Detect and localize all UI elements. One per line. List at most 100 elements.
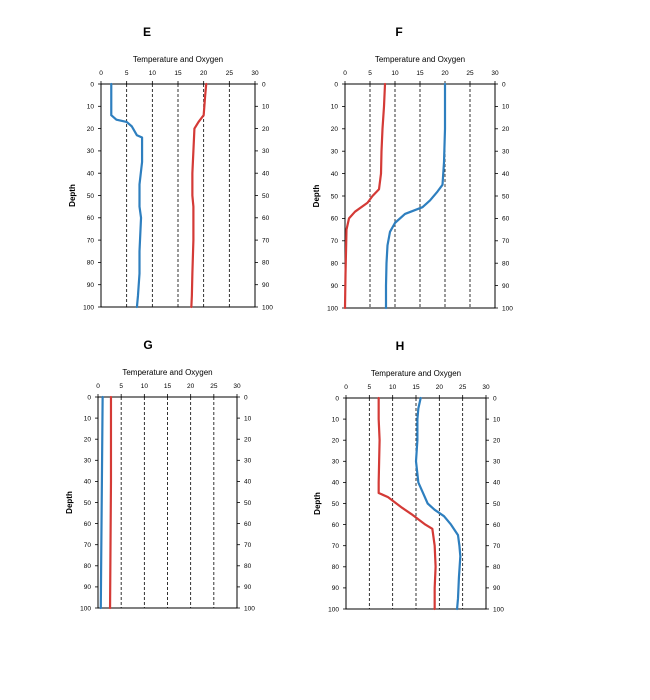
- y-tick-label-right: 80: [244, 563, 252, 570]
- y-tick-label-left: 100: [83, 304, 94, 311]
- y-tick-label-right: 100: [262, 304, 273, 311]
- y-tick-label-right: 80: [262, 260, 270, 267]
- x-tick-label: 5: [125, 70, 129, 77]
- y-tick-label-left: 50: [87, 193, 95, 200]
- y-tick-label-right: 40: [493, 480, 501, 487]
- y-tick-label-right: 60: [262, 215, 270, 222]
- x-tick-label: 15: [412, 384, 420, 391]
- y-tick-label-right: 40: [502, 171, 510, 178]
- y-tick-label-left: 30: [84, 458, 92, 465]
- y-tick-label-right: 100: [244, 605, 255, 612]
- y-tick-label-left: 100: [327, 305, 338, 312]
- y-tick-label-left: 0: [334, 81, 338, 88]
- panel-letter: F: [395, 25, 402, 39]
- x-tick-label: 25: [459, 384, 467, 391]
- y-tick-label-right: 50: [502, 193, 510, 200]
- x-tick-label: 30: [482, 384, 490, 391]
- x-tick-label: 10: [149, 70, 157, 77]
- y-tick-label-right: 60: [244, 521, 252, 528]
- y-tick-label-right: 50: [493, 501, 501, 508]
- x-tick-label: 20: [200, 70, 208, 77]
- x-tick-label: 20: [436, 384, 444, 391]
- x-tick-label: 5: [119, 383, 123, 390]
- x-tick-label: 10: [141, 383, 149, 390]
- y-tick-label-right: 100: [493, 606, 504, 613]
- y-tick-label-right: 20: [493, 438, 501, 445]
- y-tick-label-right: 20: [244, 437, 252, 444]
- x-tick-label: 15: [416, 70, 424, 77]
- y-tick-label-right: 30: [502, 149, 510, 156]
- y-tick-label-right: 30: [244, 458, 252, 465]
- x-tick-label: 0: [343, 70, 347, 77]
- x-tick-label: 15: [164, 383, 172, 390]
- x-tick-label: 25: [210, 383, 218, 390]
- x-tick-label: 30: [491, 70, 499, 77]
- y-tick-label-left: 60: [332, 522, 340, 529]
- y-tick-label-right: 40: [244, 479, 252, 486]
- y-tick-label-right: 70: [493, 543, 501, 550]
- x-tick-label: 5: [368, 384, 372, 391]
- y-tick-label-left: 80: [87, 260, 95, 267]
- y-axis-label: Depth: [65, 491, 74, 514]
- y-tick-label-left: 50: [332, 501, 340, 508]
- y-tick-label-left: 40: [332, 480, 340, 487]
- blue-profile-line: [99, 395, 104, 610]
- y-tick-label-right: 80: [502, 261, 510, 268]
- y-tick-label-left: 50: [84, 500, 92, 507]
- x-tick-label: 0: [96, 383, 100, 390]
- y-tick-label-right: 70: [262, 237, 270, 244]
- y-tick-label-left: 70: [87, 237, 95, 244]
- y-tick-label-left: 40: [331, 171, 339, 178]
- y-tick-label-left: 0: [87, 394, 91, 401]
- red-profile-line: [190, 82, 208, 309]
- y-tick-label-right: 80: [493, 564, 501, 571]
- y-tick-label-left: 10: [332, 416, 340, 423]
- y-tick-label-left: 20: [331, 126, 339, 133]
- y-tick-label-left: 90: [332, 585, 340, 592]
- y-tick-label-left: 50: [331, 193, 339, 200]
- y-tick-label-right: 10: [262, 104, 270, 111]
- y-tick-label-left: 60: [87, 215, 95, 222]
- y-tick-label-left: 10: [331, 104, 339, 111]
- x-tick-label: 0: [99, 70, 103, 77]
- y-tick-label-right: 0: [244, 394, 248, 401]
- red-profile-line: [377, 396, 437, 611]
- blue-profile-line: [110, 82, 144, 309]
- blue-profile-line: [384, 82, 447, 310]
- y-tick-label-right: 50: [244, 500, 252, 507]
- x-tick-label: 10: [389, 384, 397, 391]
- y-tick-label-right: 10: [244, 415, 252, 422]
- y-tick-label-right: 0: [502, 81, 506, 88]
- y-tick-label-left: 100: [328, 606, 339, 613]
- y-tick-label-left: 10: [84, 415, 92, 422]
- red-profile-line: [108, 395, 113, 610]
- y-tick-label-right: 20: [502, 126, 510, 133]
- x-tick-label: 10: [391, 70, 399, 77]
- y-tick-label-right: 60: [493, 522, 501, 529]
- x-tick-label: 15: [174, 70, 182, 77]
- y-tick-label-right: 0: [493, 395, 497, 402]
- y-tick-label-left: 0: [90, 81, 94, 88]
- y-tick-label-left: 30: [331, 149, 339, 156]
- y-tick-label-right: 10: [493, 416, 501, 423]
- y-tick-label-left: 30: [87, 148, 95, 155]
- y-tick-label-right: 70: [244, 542, 252, 549]
- y-tick-label-right: 90: [502, 283, 510, 290]
- y-tick-label-right: 30: [493, 459, 501, 466]
- panel-letter: E: [143, 25, 151, 39]
- y-axis-label: Depth: [312, 185, 321, 208]
- y-tick-label-left: 60: [331, 216, 339, 223]
- y-tick-label-left: 60: [84, 521, 92, 528]
- y-tick-label-right: 60: [502, 216, 510, 223]
- y-tick-label-right: 50: [262, 193, 270, 200]
- y-tick-label-right: 10: [502, 104, 510, 111]
- y-tick-label-left: 30: [332, 459, 340, 466]
- x-tick-label: 5: [368, 70, 372, 77]
- x-tick-label: 25: [466, 70, 474, 77]
- y-tick-label-right: 0: [262, 81, 266, 88]
- y-axis-label: Depth: [68, 184, 77, 207]
- y-tick-label-left: 40: [84, 479, 92, 486]
- panel-letter: H: [396, 339, 405, 353]
